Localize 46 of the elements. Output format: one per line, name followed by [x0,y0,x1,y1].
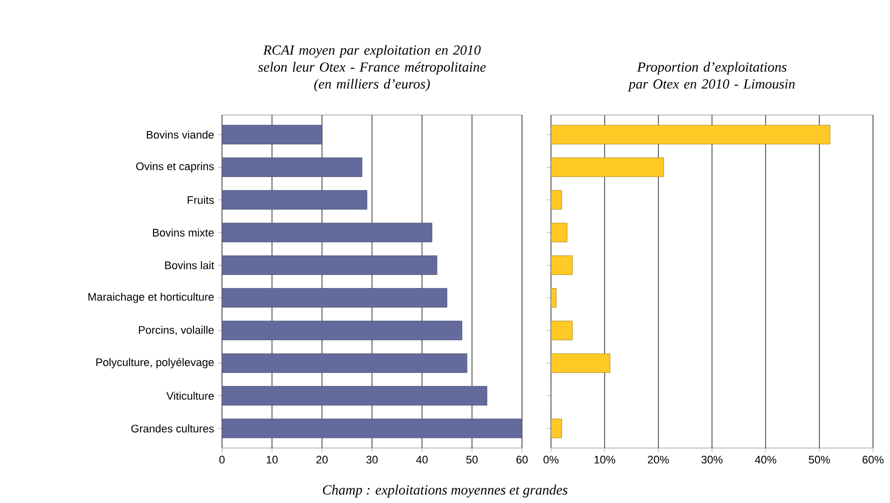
y-tick-label: Ovins et caprins [136,162,214,172]
y-tick-label: Bovins mixte [153,228,214,237]
x-tick-label: 30 [366,456,378,464]
bar [551,158,664,177]
y-tick-label: Bovins lait [165,261,214,270]
x-tick-label: 20% [648,456,669,464]
bar [222,222,432,242]
bar [551,124,830,144]
chart-title: Proportion d’exploitations par Otex en 2010 - Limousin [628,62,795,92]
y-tick-label: Polyculture, polyélevage [96,358,214,368]
bar [222,255,438,275]
bar [551,190,562,210]
chart-title: RCAI moyen par exploitation en 2010 selon leur Otex - France métropolitaine [258,44,486,75]
y-tick-label: Maraichage et horticulture [88,292,214,303]
x-tick-label: 10 [266,456,278,464]
y-tick-label: Fruits [188,196,214,204]
y-tick-label: Porcins, volaille [139,326,214,336]
bar [222,124,322,144]
x-tick-label: 60 [516,456,528,464]
bar [551,222,568,242]
x-tick-label: 0 [219,456,225,464]
x-tick-label: 40 [416,456,428,464]
x-tick-label: 40% [754,456,776,464]
bar [551,353,610,373]
y-tick-label: Grandes cultures [131,424,214,432]
bar [551,418,562,438]
bar [222,288,448,308]
bar [222,158,362,177]
y-tick-label: Bovins viande [146,130,214,139]
x-tick-label: 50 [466,456,478,464]
bar [222,190,368,210]
x-tick-label: 10% [594,456,616,464]
bar [222,386,488,406]
text: Champ : exploitations moyennes et grandes [322,484,568,498]
bar [222,353,468,373]
x-tick-label: 30% [701,456,723,464]
x-tick-label: 60% [862,456,884,464]
chart-subtitle: (en milliers d’euros) [314,78,430,92]
x-tick-label: 50% [808,456,830,464]
x-tick-label: 0% [544,456,559,464]
y-tick-label: Viticulture [166,392,214,400]
bar [551,255,573,275]
bar [551,320,573,340]
bar [222,418,522,438]
x-tick-label: 20 [316,456,328,464]
bar [222,320,462,340]
